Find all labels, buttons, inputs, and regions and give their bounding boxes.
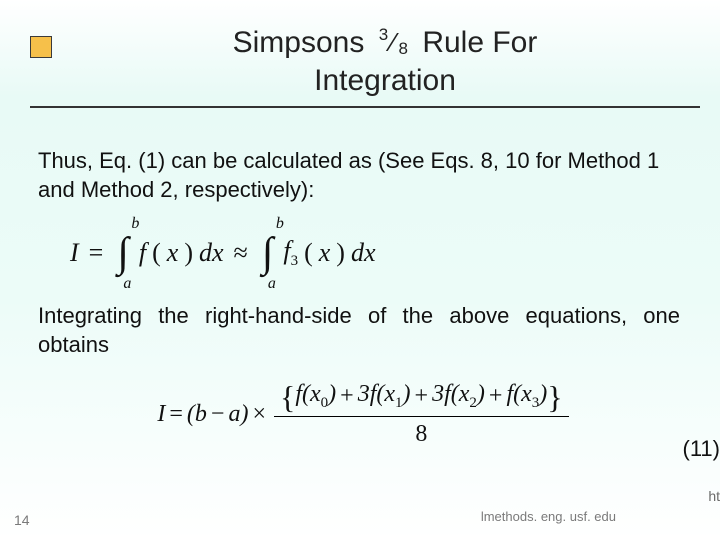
title-underline: [30, 106, 700, 108]
equation-2-row: I = (b−a) × { f(x0) + 3f(x1) + 3f(x2) + …: [40, 379, 690, 449]
eq1-approx: ≈: [234, 236, 248, 270]
int1-close-paren: ): [184, 236, 193, 270]
title-fraction-icon: 3 ⁄ 8: [379, 26, 408, 59]
int1-dx: dx: [199, 236, 224, 270]
int2-close-paren: ): [336, 236, 345, 270]
int1-lower: a: [123, 276, 131, 292]
term-1: 3f(x1): [358, 379, 411, 413]
equation-number: (11): [683, 436, 720, 462]
title-suffix: Rule For: [422, 26, 537, 59]
eq2-open: (: [187, 399, 195, 430]
plus-1: +: [340, 381, 354, 412]
footer-ht: ht: [708, 488, 720, 504]
int1-fn: f: [139, 236, 146, 270]
int2-open-paren: (: [304, 236, 313, 270]
brace-close-icon: }: [547, 381, 562, 413]
int2-arg: x: [319, 236, 331, 270]
term-2: 3f(x2): [432, 379, 485, 413]
accent-square: [30, 36, 52, 58]
eq2-minus: −: [211, 399, 225, 430]
page-number: 14: [14, 512, 30, 528]
integral-2-icon: ∫ b a: [262, 232, 274, 274]
fraction-slash: ⁄: [391, 26, 395, 59]
eq2-b: b: [195, 399, 207, 430]
title-prefix: Simpsons: [233, 26, 365, 59]
slide-body: Thus, Eq. (1) can be calculated as (See …: [50, 147, 690, 450]
int2-lower: a: [268, 276, 276, 292]
equation-1-row: I = ∫ b a f (x) dx ≈ ∫ b a f3 (x) dx: [70, 232, 690, 274]
integral-1-icon: ∫ b a: [117, 232, 129, 274]
int1-arg: x: [167, 236, 179, 270]
paragraph-1: Thus, Eq. (1) can be calculated as (See …: [38, 147, 690, 204]
eq2-numerator: { f(x0) + 3f(x1) + 3f(x2) + f(x3) }: [274, 379, 569, 415]
fraction-numerator: 3: [379, 24, 388, 45]
slide-title: Simpsons 3 ⁄ 8 Rule For Integration: [140, 24, 630, 99]
int2-fn: f3: [283, 234, 298, 272]
fraction-denominator: 8: [399, 38, 408, 59]
int2-upper: b: [276, 216, 284, 232]
int2-dx: dx: [351, 236, 376, 270]
int2-sub: 3: [291, 254, 299, 270]
eq2-close: ): [240, 399, 248, 430]
eq2-equals: =: [169, 399, 183, 430]
eq2-times: ×: [252, 399, 266, 430]
title-line-1: Simpsons 3 ⁄ 8 Rule For: [140, 24, 630, 62]
eq1-equals: =: [89, 236, 104, 270]
footer-site: lmethods. eng. usf. edu: [481, 509, 616, 524]
eq2-fraction: { f(x0) + 3f(x1) + 3f(x2) + f(x3) } 8: [274, 379, 569, 449]
slide: Simpsons 3 ⁄ 8 Rule For Integration Thus…: [0, 0, 720, 540]
term-3: f(x3): [506, 379, 547, 413]
int1-upper: b: [131, 216, 139, 232]
int1-open-paren: (: [152, 236, 161, 270]
title-line-2: Integration: [140, 62, 630, 100]
eq1-I: I: [70, 236, 79, 270]
eq2-a: a: [228, 399, 240, 430]
eq2-denominator: 8: [415, 417, 427, 450]
term-0: f(x0): [295, 379, 336, 413]
eq2-I: I: [157, 399, 165, 430]
equation-2: I = (b−a) × { f(x0) + 3f(x1) + 3f(x2) + …: [157, 379, 572, 449]
paragraph-2: Integrating the right-hand-side of the a…: [38, 302, 690, 359]
plus-3: +: [489, 381, 503, 412]
equation-1: I = ∫ b a f (x) dx ≈ ∫ b a f3 (x) dx: [70, 232, 376, 274]
brace-open-icon: {: [280, 381, 295, 413]
plus-2: +: [415, 381, 429, 412]
